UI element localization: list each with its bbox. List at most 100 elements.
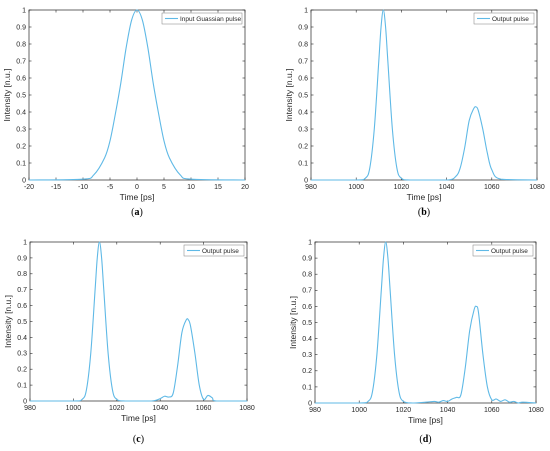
x-tick-label: 1060: [484, 184, 500, 191]
y-tick-label: 0.6: [16, 75, 26, 82]
y-tick-label: 0.4: [16, 109, 26, 116]
caption-letter: a: [135, 207, 140, 218]
x-tick-label: 0: [135, 184, 139, 191]
legend-label: Output pulse: [492, 16, 529, 23]
y-tick-label: 0.8: [17, 271, 27, 278]
x-tick-label: 5: [162, 184, 166, 191]
y-tick-label: 0.1: [302, 384, 312, 391]
panel-caption: (d): [419, 434, 431, 445]
caption-letter: c: [136, 434, 141, 445]
y-tick-label: 0.4: [17, 335, 27, 342]
x-tick-label: 1060: [484, 407, 500, 414]
caption-paren-open: (: [133, 434, 137, 445]
y-tick-label: 1: [22, 7, 26, 14]
x-tick-label: 980: [305, 184, 317, 191]
y-tick-label: 0.3: [17, 351, 27, 358]
series-line-0: [28, 9, 246, 181]
y-tick-label: 0.8: [16, 41, 26, 48]
legend-box: [161, 12, 243, 25]
y-tick-label: 0: [304, 177, 308, 184]
caption-paren-close: ): [427, 207, 430, 218]
y-tick-label: 0.9: [16, 24, 26, 31]
y-tick-label: 0.7: [298, 58, 308, 65]
x-tick-label: 1040: [439, 184, 455, 191]
y-tick-label: 0.2: [302, 368, 312, 375]
x-tick-label: -20: [24, 184, 34, 191]
y-tick-label: 0.6: [302, 304, 312, 311]
x-tick-label: 20: [241, 184, 249, 191]
plot-area-frame: [314, 241, 537, 404]
caption-letter: d: [423, 434, 429, 445]
y-tick-label: 0.3: [16, 126, 26, 133]
y-tick-label: 0.7: [302, 288, 312, 295]
x-tick-label: 980: [24, 405, 36, 412]
x-axis-label: Time [ps]: [121, 413, 156, 423]
panel-caption: (b): [418, 207, 430, 218]
x-tick-label: 1020: [396, 407, 412, 414]
x-tick-label: 1080: [528, 407, 544, 414]
y-tick-label: 1: [304, 7, 308, 14]
x-tick-label: -5: [107, 184, 113, 191]
y-tick-label: 0: [22, 177, 26, 184]
chart-panel-c: 980 1000 1020 1040 1060 1080 0 0.1 0.2 0.3 0.4 0.5 0…: [3, 239, 255, 445]
y-tick-label: 0.4: [298, 109, 308, 116]
legend-box: [473, 12, 535, 25]
caption-paren-close: ): [428, 434, 431, 445]
legend-label: Output pulse: [491, 248, 528, 255]
x-axis-label: Time [ps]: [408, 415, 443, 425]
y-tick-label: 0.9: [302, 256, 312, 263]
caption-paren-close: ): [140, 207, 143, 218]
x-tick-label: 1080: [529, 184, 545, 191]
y-tick-label: 0: [308, 400, 312, 407]
legend-label: Input Guassian pulse: [180, 16, 241, 23]
chart-panel-d: 980 1000 1020 1040 1060 1080 0 0.1 0.2 0.3 0.4 0.5 0…: [288, 239, 544, 445]
x-tick-label: 1020: [394, 184, 410, 191]
y-tick-label: 1: [308, 239, 312, 246]
plot-area-frame: [310, 9, 538, 181]
x-tick-label: 1040: [440, 407, 456, 414]
caption-letter: b: [421, 207, 427, 218]
x-tick-label: 980: [309, 407, 321, 414]
y-tick-label: 0.5: [17, 319, 27, 326]
x-axis-label: Time [ps]: [407, 192, 442, 202]
x-tick-label: -10: [78, 184, 88, 191]
chart-panel-b: 980 1000 1020 1040 1060 1080 0 0.1 0.2 0.3 0.4 0.5 0…: [284, 7, 545, 218]
panel-caption: (c): [133, 434, 144, 445]
y-tick-label: 0.2: [16, 143, 26, 150]
y-tick-label: 0.3: [298, 126, 308, 133]
y-tick-label: 0: [23, 398, 27, 405]
x-tick-label: 15: [214, 184, 222, 191]
plot-area-frame: [29, 241, 248, 402]
y-axis-label: Intensity [n.u.]: [288, 296, 298, 349]
y-axis-label: Intensity [n.u.]: [2, 69, 12, 122]
legend-label: Output pulse: [202, 248, 239, 255]
y-tick-label: 1: [23, 239, 27, 246]
caption-paren-open: (: [419, 434, 423, 445]
x-tick-label: 1000: [66, 405, 82, 412]
y-tick-label: 0.1: [17, 383, 27, 390]
y-tick-label: 0.5: [302, 320, 312, 327]
x-tick-label: 1080: [239, 405, 255, 412]
legend-box: [183, 244, 245, 257]
y-tick-label: 0.4: [302, 336, 312, 343]
chart-panel-a: -20 -15 -10 -5 0 5 10 15 20 0 0.1 0.2 0.3 0.4 0.5 0.6 0.…: [2, 7, 249, 218]
y-tick-label: 0.5: [298, 92, 308, 99]
y-tick-label: 0.8: [298, 41, 308, 48]
y-tick-label: 0.7: [17, 287, 27, 294]
x-tick-label: 10: [187, 184, 195, 191]
y-tick-label: 0.2: [17, 367, 27, 374]
x-tick-label: -15: [51, 184, 61, 191]
series-line-0: [311, 9, 538, 181]
y-axis-label: Intensity [n.u.]: [3, 295, 13, 348]
x-tick-label: 1000: [351, 407, 367, 414]
y-tick-label: 0.3: [302, 352, 312, 359]
caption-paren-open: (: [131, 207, 135, 218]
x-tick-label: 1020: [109, 405, 125, 412]
y-tick-label: 0.1: [16, 160, 26, 167]
series-line-0: [30, 241, 247, 402]
x-axis-label: Time [ps]: [120, 192, 155, 202]
y-tick-label: 0.6: [298, 75, 308, 82]
series-line-0: [315, 241, 537, 404]
legend-box: [472, 244, 534, 257]
y-tick-label: 0.9: [298, 24, 308, 31]
